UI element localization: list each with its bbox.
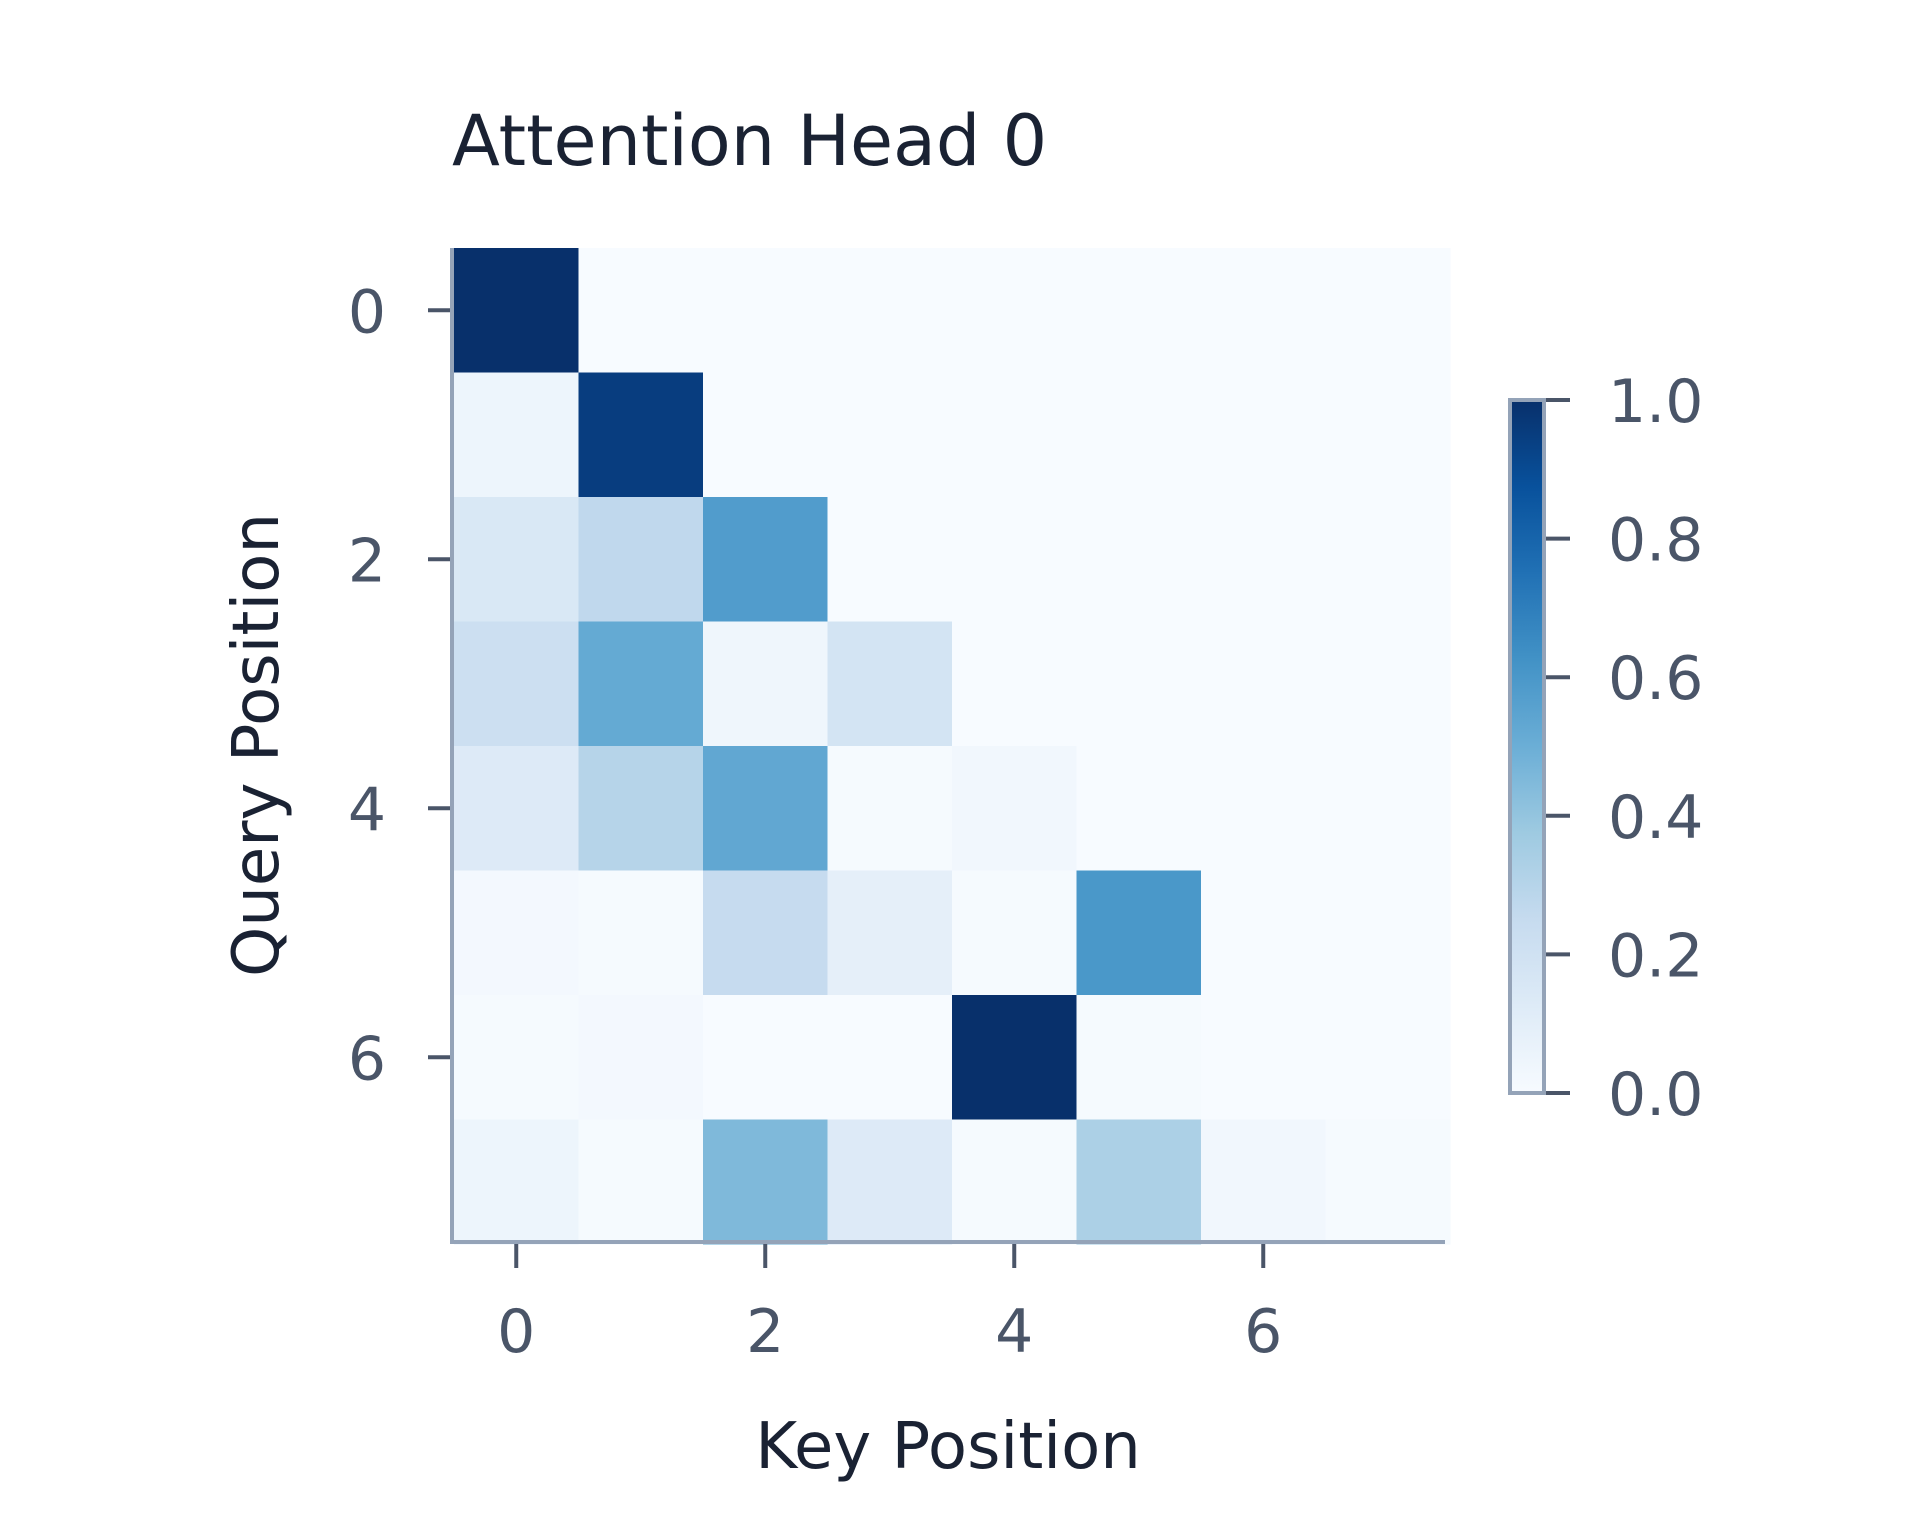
heatmap-cell (578, 1119, 704, 1245)
colorbar (1508, 398, 1546, 1095)
heatmap-cell (1201, 746, 1327, 872)
x-tick-label: 0 (497, 1297, 535, 1367)
heatmap-cell (454, 248, 580, 374)
heatmap-cell (1076, 621, 1202, 747)
heatmap-axes (450, 248, 1445, 1244)
heatmap-cell (578, 248, 704, 374)
heatmap-cell (578, 746, 704, 872)
heatmap-cell (578, 372, 704, 498)
heatmap-cell (952, 1119, 1078, 1245)
heatmap-cell (952, 621, 1078, 747)
heatmap-cell (703, 746, 829, 872)
heatmap-cell (827, 372, 953, 498)
heatmap-cell (827, 621, 953, 747)
heatmap-cell (952, 995, 1078, 1121)
heatmap-cell (827, 995, 953, 1121)
heatmap-cell (1325, 995, 1451, 1121)
heatmap-cell (1325, 870, 1451, 996)
colorbar-tick-label: 0.6 (1608, 644, 1703, 714)
y-tick-label: 4 (348, 775, 386, 845)
heatmap-cell (1201, 1119, 1327, 1245)
colorbar-gradient (1508, 398, 1546, 1095)
heatmap-cell (1325, 1119, 1451, 1245)
heatmap-cell (1201, 372, 1327, 498)
y-axis-label: Query Position (220, 513, 294, 977)
heatmap-cell (1325, 372, 1451, 498)
heatmap-cell (1076, 746, 1202, 872)
heatmap-cell (454, 995, 580, 1121)
heatmap-cell (1076, 248, 1202, 374)
heatmap-cell (703, 995, 829, 1121)
chart-title: Attention Head 0 (452, 100, 1047, 182)
x-tick-label: 6 (1244, 1297, 1282, 1367)
heatmap-cell (1201, 870, 1327, 996)
y-tick-label: 6 (348, 1024, 386, 1094)
y-tick-label: 2 (348, 526, 386, 596)
heatmap-cell (578, 497, 704, 623)
heatmap-cell (578, 995, 704, 1121)
heatmap-cell (952, 746, 1078, 872)
heatmap-cell (1201, 497, 1327, 623)
heatmap-cell (1076, 497, 1202, 623)
heatmap-cell (578, 870, 704, 996)
x-axis-ticks: 0 2 4 6 (497, 1244, 1282, 1367)
heatmap-cell (1325, 746, 1451, 872)
heatmap-cell (454, 621, 580, 747)
heatmap-cell (454, 372, 580, 498)
colorbar-tick-label: 0.8 (1608, 506, 1703, 576)
y-axis-ticks: 0 2 4 6 (348, 277, 450, 1094)
heatmap-cell (952, 497, 1078, 623)
heatmap-cell (1201, 248, 1327, 374)
colorbar-tick-label: 0.0 (1608, 1060, 1703, 1130)
heatmap-cell (827, 497, 953, 623)
heatmap-cell (1076, 372, 1202, 498)
heatmap-cell (952, 372, 1078, 498)
heatmap-cell (827, 870, 953, 996)
y-tick-label: 0 (348, 277, 386, 347)
heatmap-cell (827, 746, 953, 872)
heatmap-cell (1201, 621, 1327, 747)
heatmap-cell (454, 746, 580, 872)
x-tick-label: 2 (746, 1297, 784, 1367)
heatmap-cell (827, 1119, 953, 1245)
heatmap-cell (952, 248, 1078, 374)
heatmap-cell (1076, 870, 1202, 996)
heatmap-cell (1325, 621, 1451, 747)
heatmap-cell (578, 621, 704, 747)
x-axis-label: Key Position (755, 1410, 1141, 1484)
heatmap-cell (703, 372, 829, 498)
colorbar-tick-label: 1.0 (1608, 367, 1703, 437)
heatmap-cell (1201, 995, 1327, 1121)
heatmap-cell (1076, 995, 1202, 1121)
heatmap-cell (952, 870, 1078, 996)
heatmap-cell (703, 870, 829, 996)
heatmap-cell (703, 497, 829, 623)
x-tick-label: 4 (995, 1297, 1033, 1367)
colorbar-ticks: 0.0 0.2 0.4 0.6 0.8 1.0 (1546, 367, 1703, 1130)
heatmap-cell (1325, 497, 1451, 623)
heatmap-cell (1076, 1119, 1202, 1245)
heatmap-cell (1325, 248, 1451, 374)
heatmap-cell (703, 248, 829, 374)
heatmap-cell (454, 1119, 580, 1245)
colorbar-tick-label: 0.4 (1608, 783, 1703, 853)
heatmap-cell (454, 870, 580, 996)
heatmap-cell (703, 1119, 829, 1245)
heatmap-cell (454, 497, 580, 623)
heatmap-cells (454, 248, 1451, 1245)
heatmap-cell (827, 248, 953, 374)
heatmap-cell (703, 621, 829, 747)
colorbar-tick-label: 0.2 (1608, 921, 1703, 991)
